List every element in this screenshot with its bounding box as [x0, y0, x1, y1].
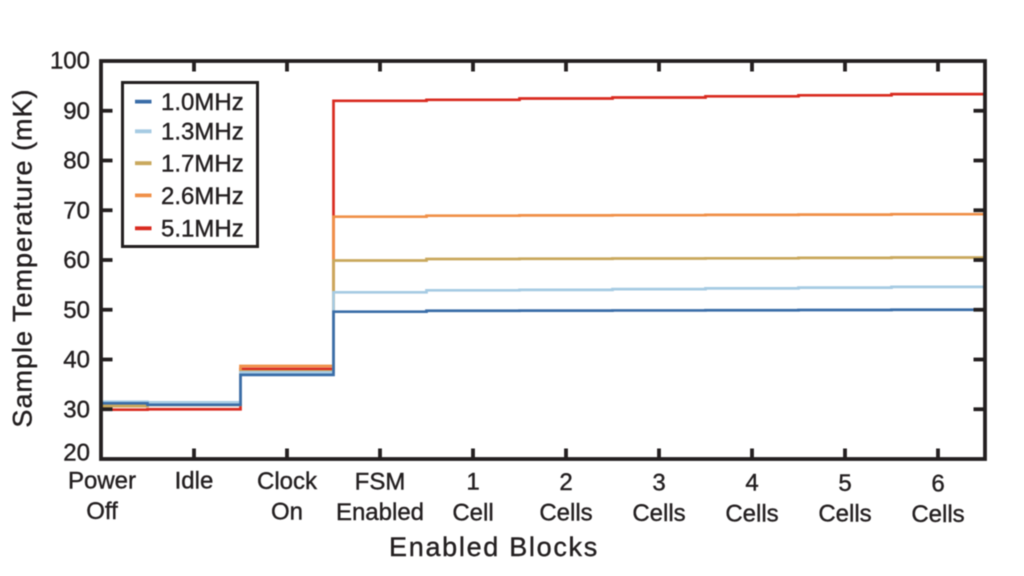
svg-text:Cells: Cells	[911, 501, 964, 528]
svg-text:Idle: Idle	[175, 468, 214, 495]
svg-text:5: 5	[838, 470, 851, 497]
svg-text:1.3MHz: 1.3MHz	[161, 119, 244, 146]
svg-text:Enabled: Enabled	[336, 499, 424, 526]
svg-text:5.1MHz: 5.1MHz	[161, 216, 244, 243]
svg-text:40: 40	[63, 347, 90, 374]
svg-text:3: 3	[652, 469, 665, 496]
svg-text:20: 20	[63, 440, 90, 467]
svg-text:Clock: Clock	[257, 468, 318, 495]
svg-text:30: 30	[63, 396, 90, 423]
svg-text:Enabled Blocks: Enabled Blocks	[389, 532, 599, 562]
svg-text:70: 70	[63, 197, 90, 224]
svg-text:Cells: Cells	[818, 501, 871, 528]
svg-text:60: 60	[63, 247, 90, 274]
svg-text:Cells: Cells	[632, 500, 685, 527]
svg-text:2.6MHz: 2.6MHz	[161, 183, 244, 210]
svg-text:Sample Temperature (mK): Sample Temperature (mK)	[8, 88, 38, 427]
svg-text:Cells: Cells	[539, 500, 592, 527]
svg-text:100: 100	[50, 48, 90, 75]
svg-text:80: 80	[63, 148, 90, 175]
svg-text:2: 2	[559, 469, 572, 496]
svg-text:4: 4	[745, 470, 758, 497]
svg-text:1: 1	[466, 469, 479, 496]
svg-text:6: 6	[931, 470, 944, 497]
svg-text:Off: Off	[86, 498, 118, 525]
svg-text:Cells: Cells	[725, 500, 778, 527]
svg-text:1.7MHz: 1.7MHz	[161, 151, 244, 178]
svg-text:On: On	[271, 499, 303, 526]
svg-text:FSM: FSM	[355, 468, 406, 495]
svg-text:Power: Power	[68, 467, 136, 494]
svg-text:50: 50	[63, 297, 90, 324]
svg-text:1.0MHz: 1.0MHz	[161, 89, 244, 116]
svg-text:Cell: Cell	[452, 499, 493, 526]
svg-text:90: 90	[63, 98, 90, 125]
